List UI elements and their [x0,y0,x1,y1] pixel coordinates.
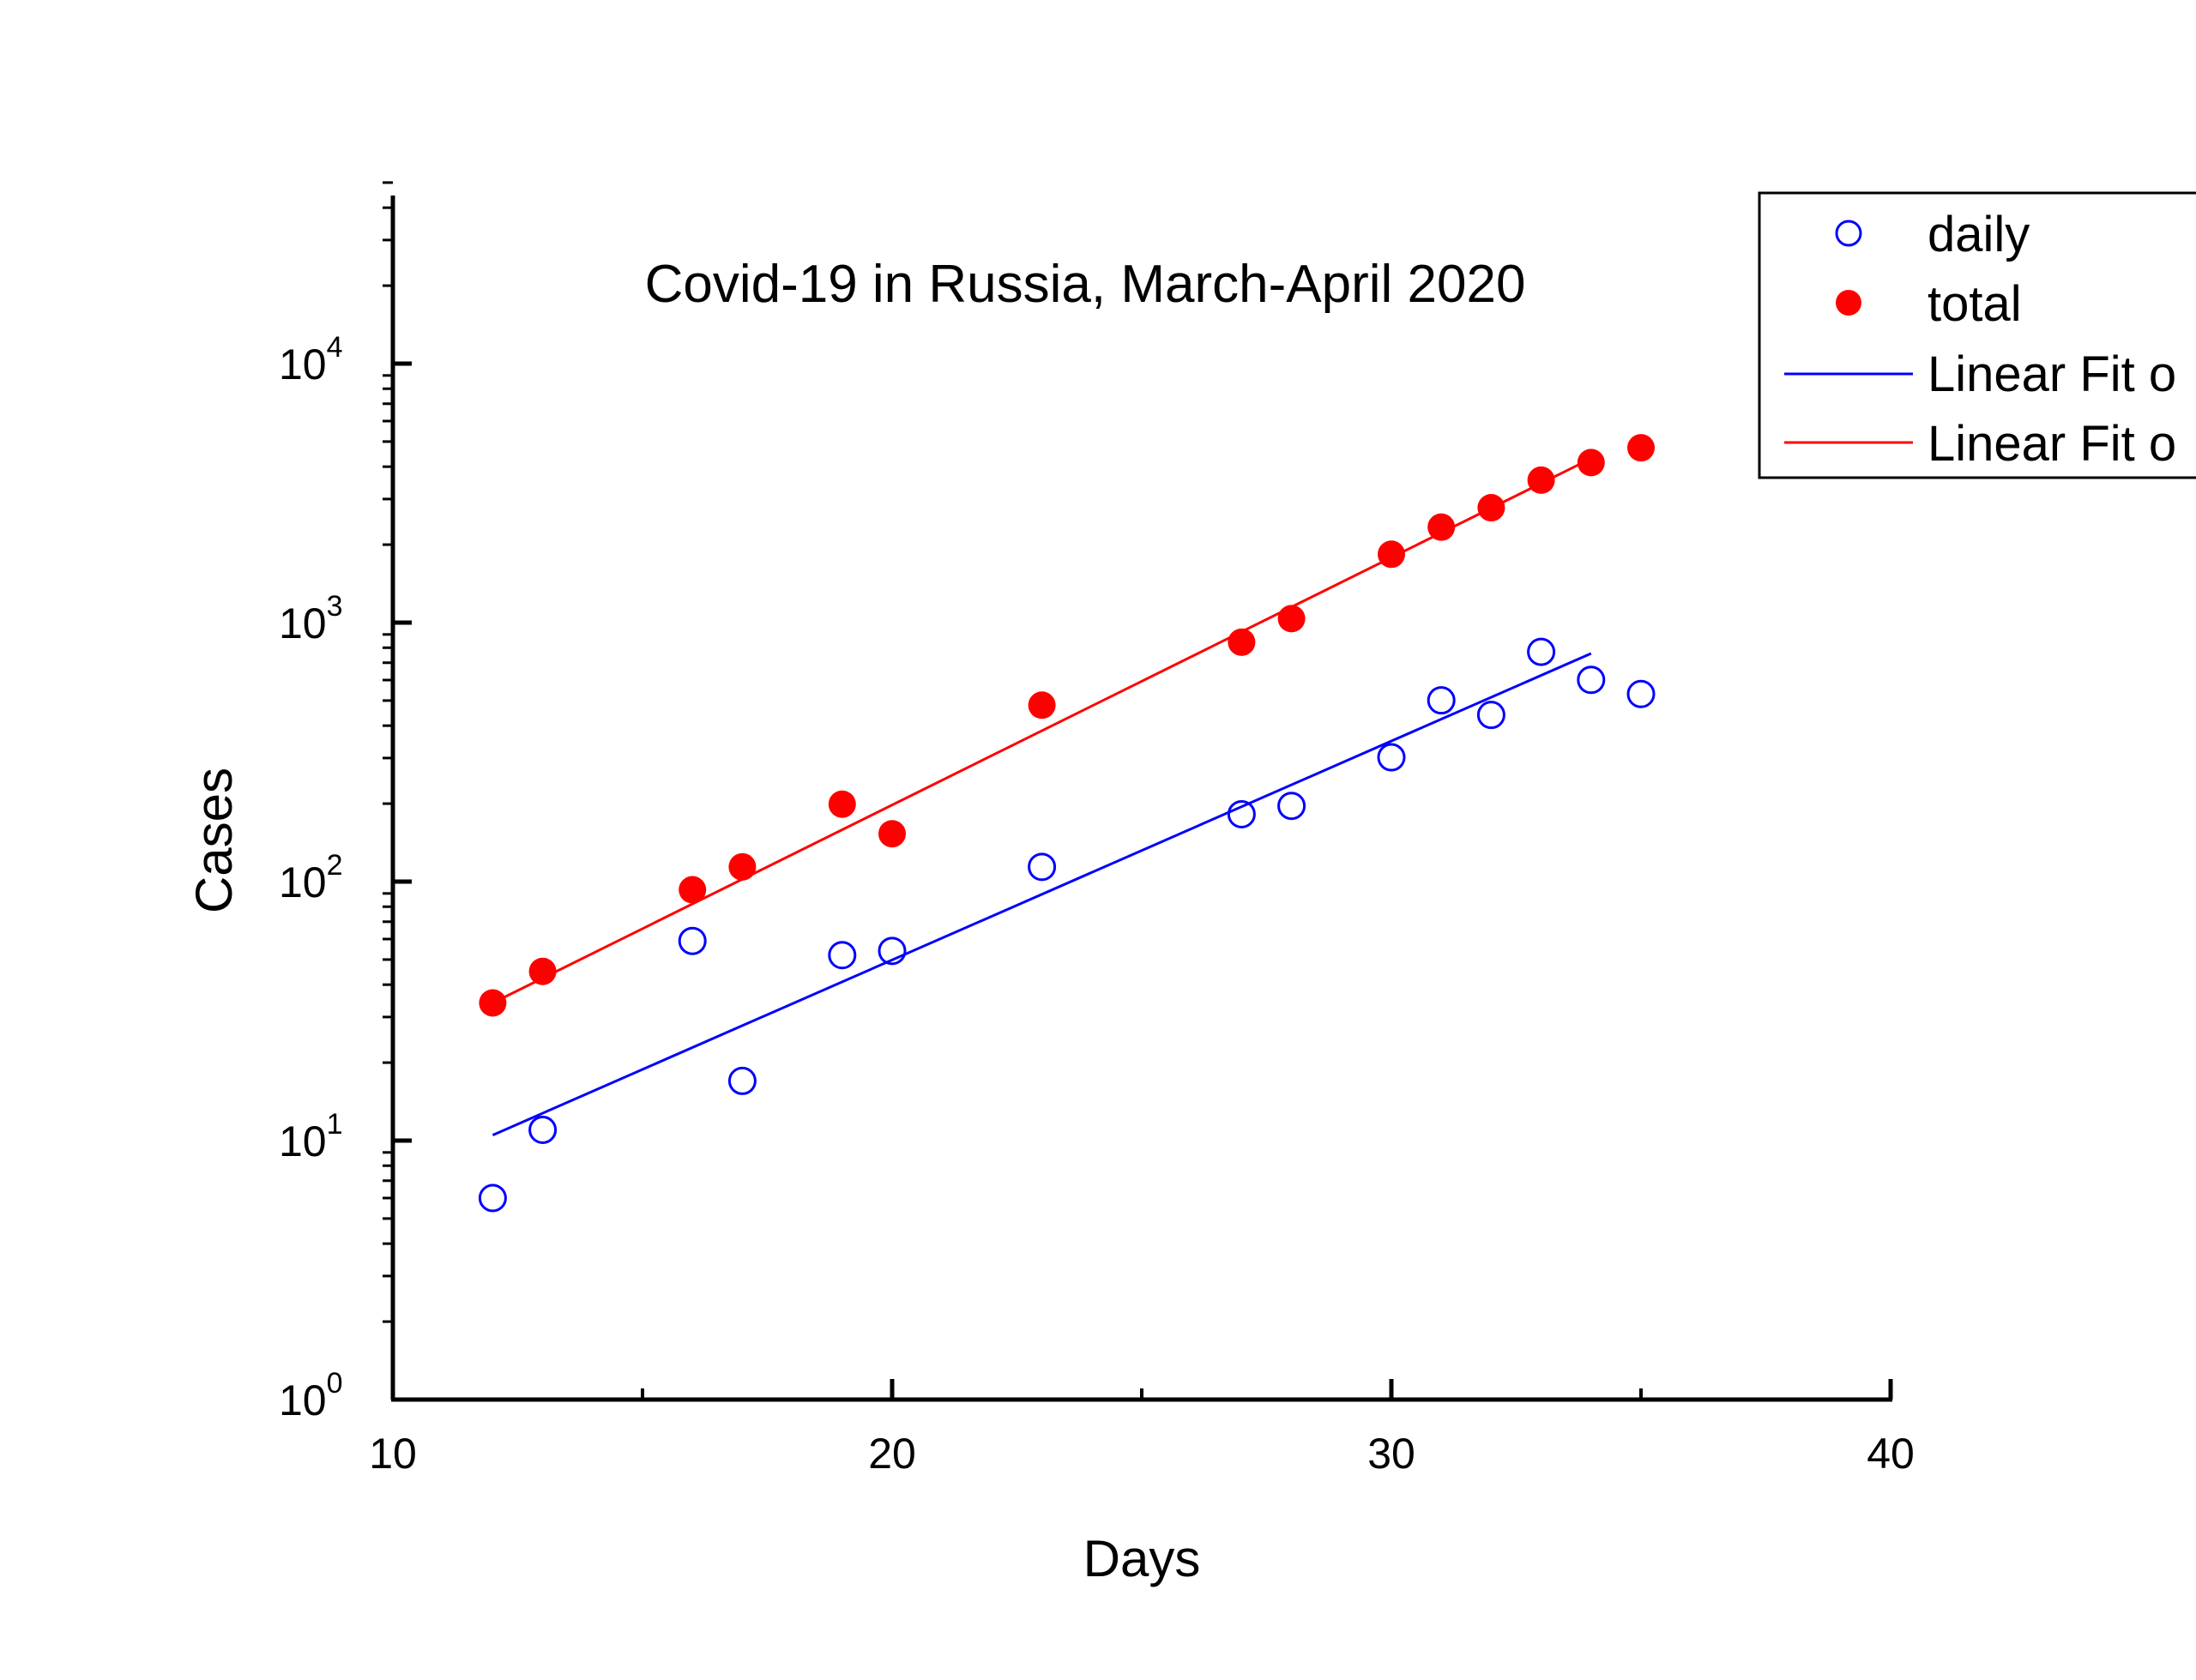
y-tick-label: 104 [279,331,343,388]
legend-box [1758,191,2196,479]
y-tick-label: 101 [279,1108,343,1165]
data-markers [478,434,1656,1213]
x-tick-label: 20 [868,1430,916,1478]
data-point-total [828,790,856,818]
data-point-daily [1527,637,1556,666]
x-tick-label: 30 [1367,1430,1415,1478]
x-ticks: 10 20 30 40 [369,1379,1915,1478]
data-point-daily [1626,679,1656,708]
data-point-total [1427,513,1456,541]
data-point-daily [1476,701,1505,730]
axes [390,196,1892,1402]
data-point-total [1627,434,1655,462]
x-tick-label: 10 [369,1430,417,1478]
data-point-daily [478,1183,507,1213]
data-point-daily [1577,665,1606,695]
fit-line-total [492,457,1592,1004]
data-point-daily [1227,799,1256,828]
data-point-total [1228,628,1256,656]
legend-marker-daily [1835,220,1862,247]
x-axis-title: Days [1083,1530,1201,1587]
fit-lines [492,457,1592,1136]
data-point-total [1477,494,1505,522]
data-point-total [679,876,707,904]
y-tick-label: 100 [279,1367,343,1424]
x-tick-label: 40 [1867,1430,1915,1478]
data-point-daily [1427,686,1456,715]
legend-label-daily: daily [1928,207,2030,262]
legend-marker-total [1836,290,1861,316]
data-point-daily [828,941,857,970]
chart-title: Covid-19 in Russia, March-April 2020 [645,255,1526,314]
y-tick-label: 102 [279,849,343,906]
data-point-total [728,852,757,881]
legend-label-red-fit: Linear Fit o [1928,416,2176,472]
data-point-total [479,989,507,1017]
y-tick-label: 103 [279,590,343,647]
data-point-daily [528,1115,558,1144]
data-point-daily [678,926,707,955]
data-point-total [1527,466,1555,494]
data-point-total [1577,449,1605,477]
data-point-daily [1277,792,1306,821]
fit-line-daily [492,652,1592,1136]
data-point-daily [1377,743,1406,772]
data-point-daily [1028,852,1057,882]
data-point-total [878,820,906,848]
data-point-daily [878,936,907,966]
legend-label-total: total [1928,276,2022,332]
y-axis-title: Cases [185,768,243,913]
y-ticks: 100 101 102 103 104 [279,181,412,1424]
data-point-daily [727,1066,757,1095]
data-point-total [528,957,557,985]
data-point-total [1378,540,1405,569]
data-point-total [1277,605,1306,633]
legend-label-blue-fit: Linear Fit o [1928,346,2176,402]
data-point-total [1028,691,1056,720]
legend: daily total Linear Fit o Linear Fit o [1758,191,2196,479]
